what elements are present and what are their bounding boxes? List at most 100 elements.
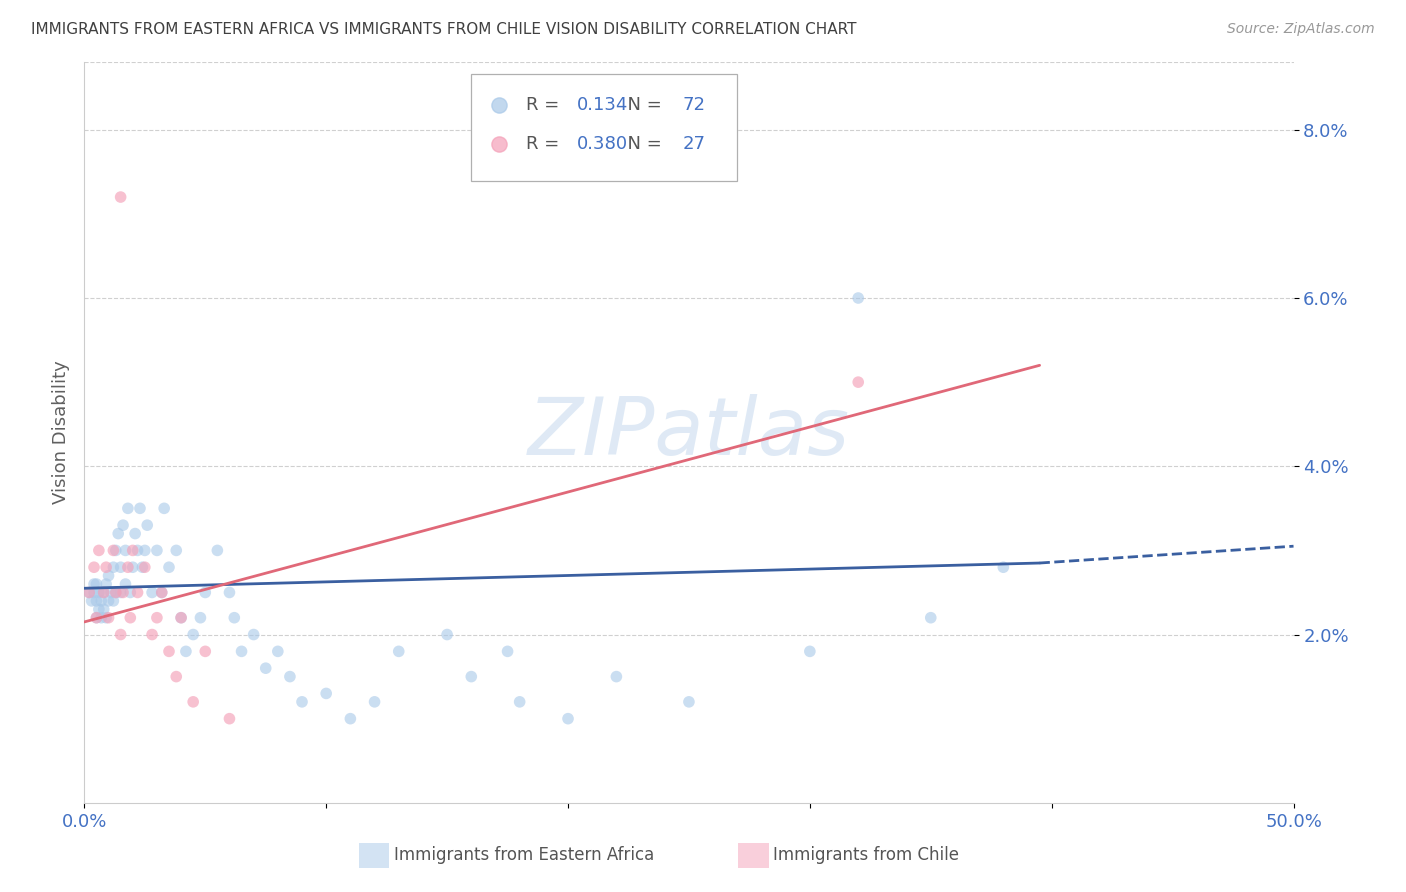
Point — [388, 644, 411, 658]
Text: Immigrants from Chile: Immigrants from Chile — [773, 846, 959, 863]
Text: IMMIGRANTS FROM EASTERN AFRICA VS IMMIGRANTS FROM CHILE VISION DISABILITY CORREL: IMMIGRANTS FROM EASTERN AFRICA VS IMMIGR… — [31, 22, 856, 37]
Point — [120, 585, 142, 599]
Point — [93, 602, 115, 616]
Text: R =: R = — [526, 135, 565, 153]
Point — [131, 560, 153, 574]
Point — [110, 190, 132, 204]
Point — [103, 594, 125, 608]
Point — [170, 610, 193, 624]
Text: N =: N = — [616, 96, 668, 114]
Point — [157, 560, 180, 574]
Point — [557, 712, 579, 726]
Point — [157, 644, 180, 658]
Point — [77, 585, 100, 599]
Point — [104, 585, 127, 599]
Point — [194, 585, 217, 599]
Point — [218, 585, 240, 599]
Text: Immigrants from Eastern Africa: Immigrants from Eastern Africa — [394, 846, 654, 863]
Point — [254, 661, 277, 675]
Point — [90, 610, 112, 624]
Point — [315, 686, 337, 700]
Point — [127, 543, 149, 558]
Point — [93, 585, 115, 599]
Point — [114, 577, 136, 591]
Point — [678, 695, 700, 709]
Point — [181, 695, 204, 709]
FancyBboxPatch shape — [471, 73, 737, 181]
Point — [165, 670, 187, 684]
Point — [87, 585, 110, 599]
Point — [134, 543, 156, 558]
Point — [146, 610, 169, 624]
Point — [150, 585, 173, 599]
Point — [267, 644, 290, 658]
Point — [103, 543, 125, 558]
Point — [129, 501, 152, 516]
Point — [104, 543, 127, 558]
Point — [83, 560, 105, 574]
Point — [87, 543, 110, 558]
Point — [104, 585, 127, 599]
Point — [165, 543, 187, 558]
Point — [90, 594, 112, 608]
Point — [121, 560, 143, 574]
Text: 27: 27 — [683, 135, 706, 153]
Point — [496, 644, 519, 658]
Point — [83, 577, 105, 591]
Point — [86, 610, 108, 624]
Point — [190, 610, 212, 624]
Point — [121, 543, 143, 558]
Point — [605, 670, 627, 684]
Text: N =: N = — [616, 135, 668, 153]
Point — [339, 712, 361, 726]
Point — [150, 585, 173, 599]
Point — [846, 291, 869, 305]
Point — [134, 560, 156, 574]
Point — [110, 560, 132, 574]
Point — [993, 560, 1015, 574]
Point — [117, 501, 139, 516]
Point — [110, 627, 132, 641]
Point — [97, 610, 120, 624]
Point — [920, 610, 942, 624]
Point — [124, 526, 146, 541]
Point — [218, 712, 240, 726]
Point — [103, 560, 125, 574]
Point — [77, 585, 100, 599]
Point — [291, 695, 314, 709]
Point — [86, 577, 108, 591]
Point — [194, 644, 217, 658]
Point — [97, 568, 120, 582]
Point — [141, 627, 163, 641]
Point — [460, 670, 482, 684]
Point — [174, 644, 197, 658]
Point — [80, 594, 103, 608]
Point — [87, 602, 110, 616]
Point — [107, 526, 129, 541]
Point — [120, 610, 142, 624]
Point — [436, 627, 458, 641]
Y-axis label: Vision Disability: Vision Disability — [52, 360, 70, 505]
Point — [97, 594, 120, 608]
Point — [799, 644, 821, 658]
Point — [94, 577, 117, 591]
Point — [181, 627, 204, 641]
Point — [83, 585, 105, 599]
Point — [207, 543, 229, 558]
Point — [112, 518, 135, 533]
Text: 0.380: 0.380 — [576, 135, 627, 153]
Point — [86, 594, 108, 608]
Point — [146, 543, 169, 558]
Text: Source: ZipAtlas.com: Source: ZipAtlas.com — [1227, 22, 1375, 37]
Point — [242, 627, 264, 641]
Text: R =: R = — [526, 96, 565, 114]
Text: 0.134: 0.134 — [576, 96, 628, 114]
Point — [94, 610, 117, 624]
Point — [136, 518, 159, 533]
Point — [153, 501, 176, 516]
Point — [94, 560, 117, 574]
Point — [117, 560, 139, 574]
Point — [509, 695, 531, 709]
Point — [170, 610, 193, 624]
Point — [363, 695, 385, 709]
